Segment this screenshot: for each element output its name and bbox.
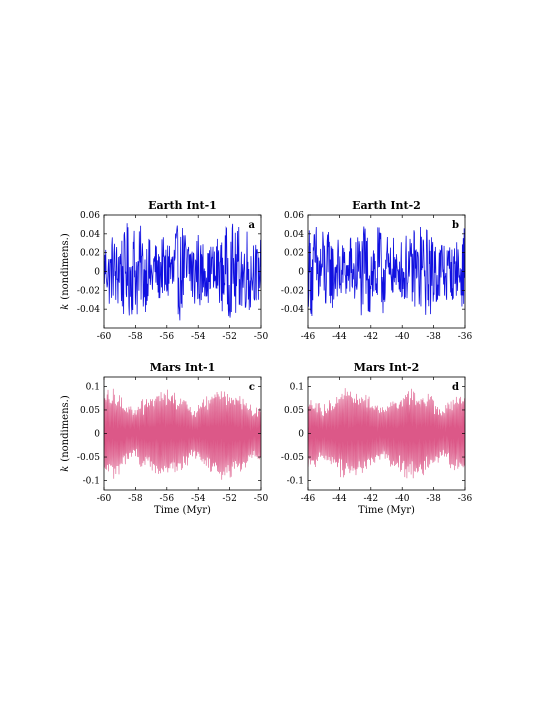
y-tick-label: -0.05 <box>77 453 100 463</box>
panel-title: Earth Int-1 <box>148 199 217 212</box>
panel-title: Mars Int-1 <box>150 361 216 374</box>
y-tick-label: 0 <box>94 430 100 440</box>
x-tick-label: -60 <box>97 332 112 342</box>
x-tick-label: -54 <box>191 332 206 342</box>
y-axis-label-unit: (nondimens.) <box>60 233 71 300</box>
panel-letter: b <box>452 220 459 231</box>
x-tick-label: -50 <box>254 332 269 342</box>
x-tick-label: -44 <box>332 494 347 504</box>
chart-panel-1: -60 -58 -56 -54 -52 -50 -0.04 -0.02 0 0.02 0.04 0.0… <box>60 199 269 342</box>
panel-letter: d <box>452 382 459 393</box>
y-tick-label: 0.02 <box>80 249 100 259</box>
x-tick-label: -52 <box>222 332 237 342</box>
x-tick-label: -38 <box>426 332 441 342</box>
chart-panel-4: -46 -44 -42 -40 -38 -36 -0.1 -0.05 0 0.05 0.1 Mars … <box>281 361 473 516</box>
panel-letter: a <box>249 220 256 231</box>
chart-panel-3: -60 -58 -56 -54 -52 -50 -0.1 -0.05 0 0.05 0.1 Mars … <box>60 361 269 516</box>
x-tick-label: -54 <box>191 494 206 504</box>
x-axis-label: Time (Myr) <box>154 505 211 516</box>
y-tick-label: -0.1 <box>83 477 100 487</box>
y-tick-label: -0.1 <box>287 477 304 487</box>
y-axis-label: k (nondimens.) <box>60 395 71 472</box>
panel-title: Mars Int-2 <box>354 361 420 374</box>
x-tick-label: -60 <box>97 494 112 504</box>
series-line <box>104 223 261 321</box>
x-tick-label: -52 <box>222 494 237 504</box>
y-tick-label: 0.04 <box>284 230 304 240</box>
x-tick-label: -42 <box>364 332 379 342</box>
panel-title: Earth Int-2 <box>352 199 421 212</box>
x-tick-label: -42 <box>364 494 379 504</box>
y-axis-label-var: k <box>60 304 71 310</box>
y-tick-label: 0.05 <box>284 406 304 416</box>
x-tick-label: -50 <box>254 494 269 504</box>
x-axis-label: Time (Myr) <box>358 505 415 516</box>
y-tick-label: -0.05 <box>281 453 304 463</box>
y-axis-label: k (nondimens.) <box>60 233 71 310</box>
y-tick-label: 0 <box>298 268 304 278</box>
y-tick-label: 0.06 <box>80 211 100 221</box>
x-tick-label: -44 <box>332 332 347 342</box>
x-tick-label: -56 <box>160 332 175 342</box>
y-axis-label-unit: (nondimens.) <box>60 395 71 462</box>
y-tick-label: 0 <box>298 430 304 440</box>
series-line <box>308 388 465 479</box>
x-tick-label: -46 <box>301 332 316 342</box>
x-tick-label: -40 <box>395 494 410 504</box>
y-tick-label: 0.1 <box>290 382 304 392</box>
series-line <box>308 226 465 317</box>
x-tick-label: -58 <box>128 332 143 342</box>
y-tick-label: 0.04 <box>80 230 100 240</box>
x-tick-label: -36 <box>458 494 473 504</box>
y-tick-label: -0.04 <box>77 305 100 315</box>
y-tick-label: 0.05 <box>80 406 100 416</box>
y-tick-label: 0.06 <box>284 211 304 221</box>
y-tick-label: 0.02 <box>284 249 304 259</box>
x-tick-label: -36 <box>458 332 473 342</box>
y-tick-label: 0.1 <box>86 382 100 392</box>
panel-letter: c <box>249 382 255 393</box>
x-tick-label: -58 <box>128 494 143 504</box>
y-axis-label-var: k <box>60 466 71 472</box>
x-tick-label: -40 <box>395 332 410 342</box>
x-tick-label: -38 <box>426 494 441 504</box>
series-line <box>104 388 261 480</box>
y-tick-label: -0.04 <box>281 305 304 315</box>
y-tick-label: -0.02 <box>281 286 304 296</box>
y-tick-label: 0 <box>94 268 100 278</box>
x-tick-label: -56 <box>160 494 175 504</box>
y-tick-label: -0.02 <box>77 286 100 296</box>
chart-panel-2: -46 -44 -42 -40 -38 -36 -0.04 -0.02 0 0.02 0.04 0.0… <box>281 199 473 342</box>
x-tick-label: -46 <box>301 494 316 504</box>
